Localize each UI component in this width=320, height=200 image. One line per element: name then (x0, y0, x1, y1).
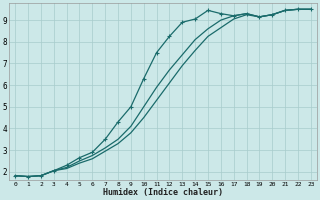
X-axis label: Humidex (Indice chaleur): Humidex (Indice chaleur) (103, 188, 223, 197)
